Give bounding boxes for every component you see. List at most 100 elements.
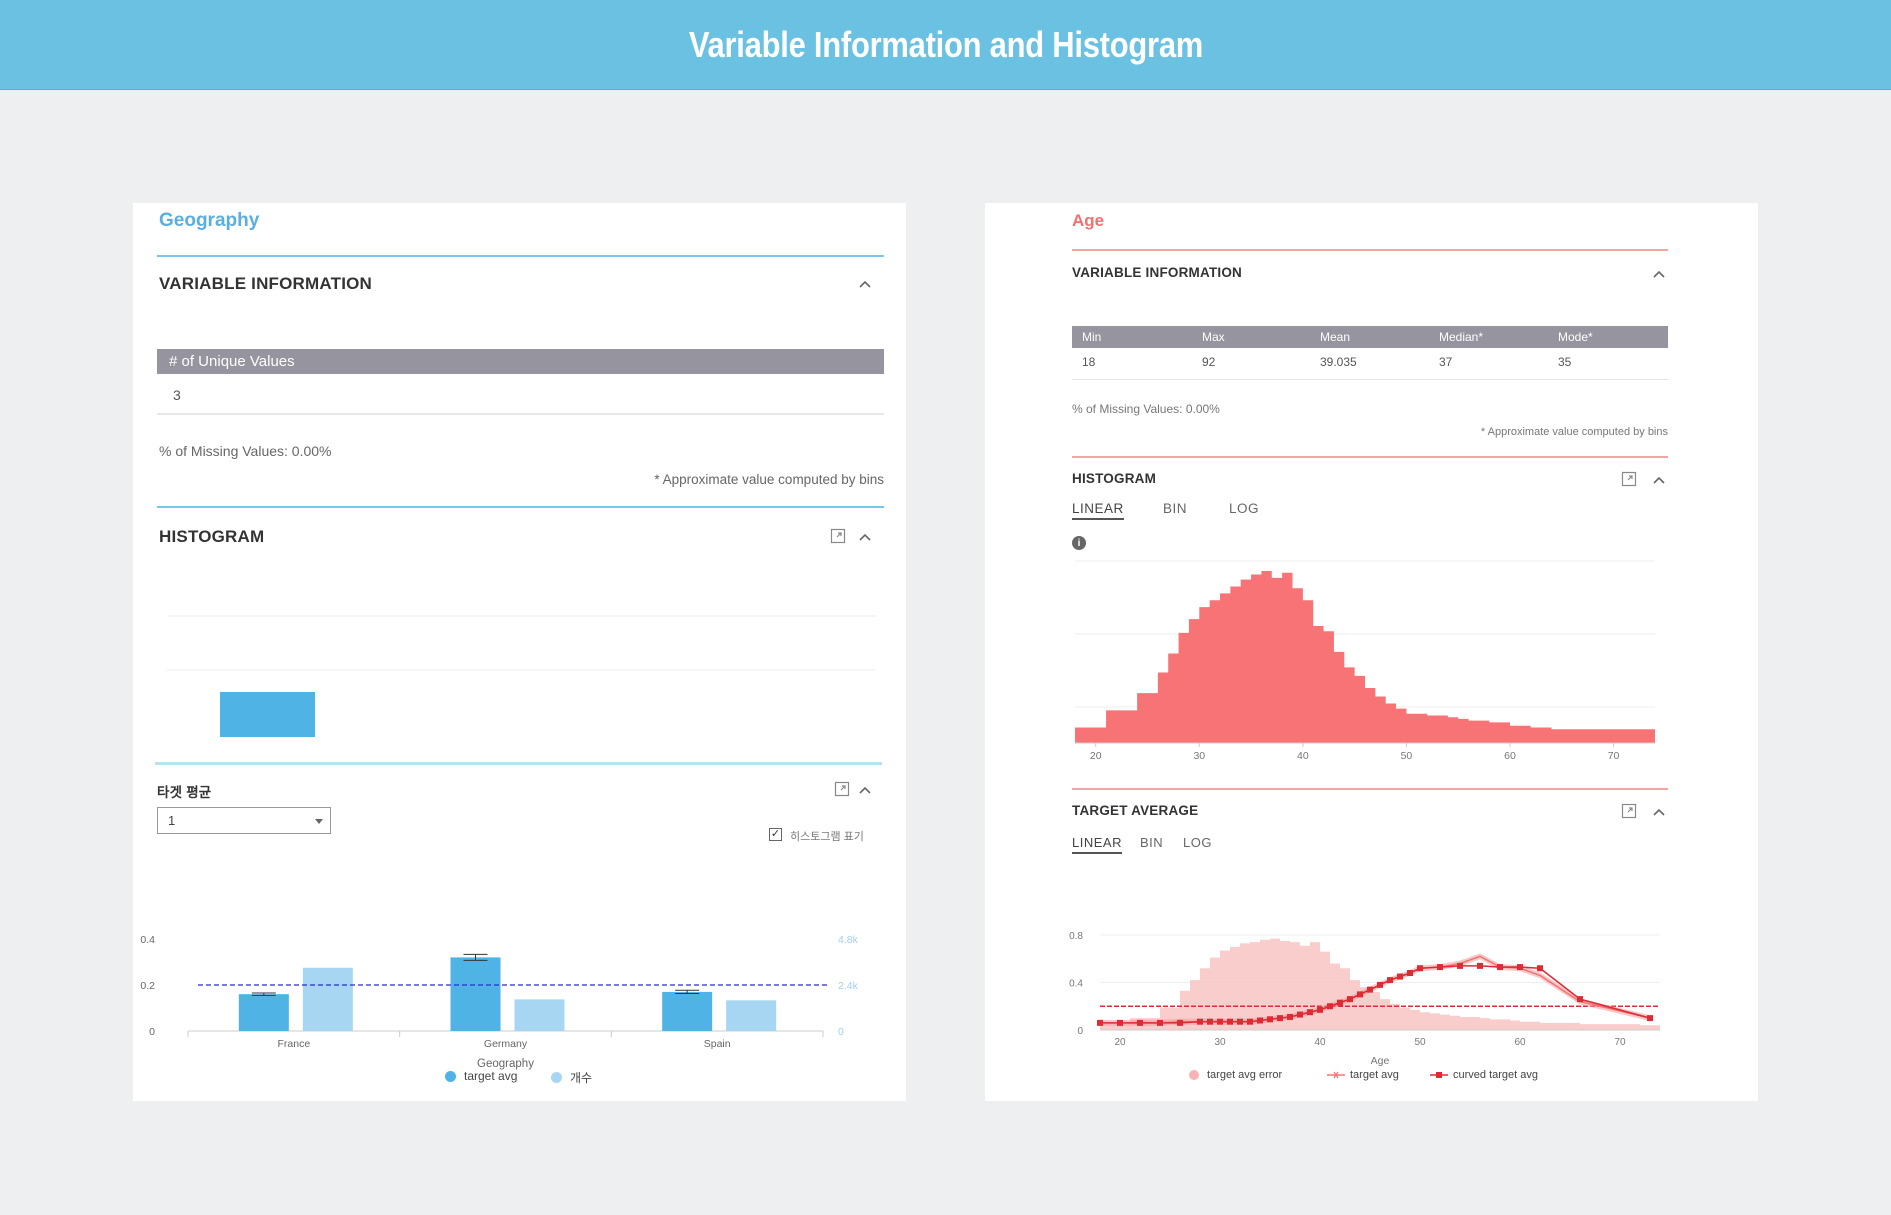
x-tick-label: 40 [1314, 1037, 1326, 1048]
age-panel: Age VARIABLE INFORMATION Min Max Mean Me… [985, 203, 1758, 1101]
collapse-chevron-up-icon[interactable] [1650, 265, 1668, 283]
curved-target-avg-marker [1417, 965, 1423, 972]
x-category-label: France [277, 1038, 310, 1050]
curved-target-avg-marker [1257, 1017, 1263, 1024]
x-tick-label: 20 [1114, 1037, 1126, 1048]
variable-title: Geography [159, 210, 260, 231]
curved-target-avg-marker [1647, 1015, 1653, 1022]
target-average-heading: 타겟 평균 [157, 785, 212, 800]
geography-histogram-chart [167, 615, 876, 737]
expand-icon[interactable] [1621, 803, 1639, 821]
legend-dot-icon [1189, 1070, 1199, 1080]
expand-icon[interactable] [834, 781, 852, 799]
y-left-tick-label: 0.4 [140, 934, 155, 946]
curved-target-avg-marker [1197, 1018, 1203, 1025]
curved-target-avg-marker [1537, 965, 1543, 972]
title-divider [157, 255, 884, 257]
collapse-chevron-up-icon[interactable] [856, 781, 874, 799]
variable-info-heading: VARIABLE INFORMATION [159, 274, 373, 293]
stat-header-max: Max [1202, 330, 1225, 344]
banner: Variable Information and Histogram [0, 0, 1891, 90]
histogram-checkbox-label: 히스토그램 표기 [790, 831, 864, 843]
curved-target-avg-marker [1267, 1016, 1273, 1023]
histogram-tab-log[interactable]: LOG [1229, 501, 1260, 516]
curved-target-avg-marker [1397, 973, 1403, 980]
histogram-tab-linear[interactable]: LINEAR [1072, 501, 1124, 520]
y-right-tick-label: 4.8k [838, 934, 859, 946]
stat-header-mode: Mode* [1558, 330, 1593, 344]
variable-info-heading: VARIABLE INFORMATION [1072, 265, 1242, 280]
collapse-chevron-up-icon[interactable] [1650, 471, 1668, 489]
curved-target-avg-marker [1337, 999, 1343, 1006]
curved-target-avg-marker [1457, 962, 1463, 969]
x-tick-label: 60 [1504, 750, 1516, 762]
collapse-chevron-up-icon[interactable] [1650, 803, 1668, 821]
legend-curved-target-avg: curved target avg [1430, 1069, 1538, 1081]
select-value: 1 [168, 813, 176, 828]
dropdown-arrow-icon [315, 819, 323, 824]
curved-target-avg-marker [1387, 977, 1393, 984]
x-tick-label: 30 [1193, 750, 1205, 762]
expand-icon[interactable] [830, 528, 848, 546]
legend-target-avg: target avg [1327, 1069, 1399, 1081]
histogram-tab-bin[interactable]: BIN [1163, 501, 1188, 516]
geography-panel: Geography VARIABLE INFORMATION # of Uniq… [133, 203, 906, 1101]
y-tick-label: 0 [1077, 1026, 1083, 1037]
legend-label: 개수 [570, 1071, 593, 1085]
x-axis-label: Geography [477, 1058, 534, 1070]
curved-target-avg-marker [1377, 981, 1383, 988]
approx-note: * Approximate value computed by bins [654, 472, 884, 487]
info-icon[interactable]: i [1072, 536, 1086, 550]
curved-target-avg-marker [1177, 1019, 1183, 1026]
histogram-area [1075, 571, 1655, 743]
legend-line-icon [1327, 1071, 1345, 1079]
stat-value-median: 37 [1439, 355, 1453, 369]
curved-target-avg-marker [1477, 962, 1483, 969]
curved-target-avg-marker [1247, 1018, 1253, 1025]
curved-target-avg-marker [1307, 1009, 1313, 1016]
curved-target-avg-marker [1157, 1019, 1163, 1026]
x-tick-label: 20 [1090, 750, 1102, 762]
curved-target-avg-marker [1327, 1003, 1333, 1010]
stats-header-row: Min Max Mean Median* Mode* [1072, 326, 1668, 348]
target-divider [1072, 788, 1668, 790]
legend-dot-icon [551, 1072, 562, 1083]
variable-title: Age [1072, 211, 1105, 230]
target-avg-error-band [1100, 953, 1650, 1026]
target-tab-bin[interactable]: BIN [1140, 835, 1164, 850]
curved-target-avg-marker [1217, 1018, 1223, 1025]
unique-values-header: # of Unique Values [157, 349, 884, 374]
expand-icon[interactable] [1621, 471, 1639, 489]
curved-target-avg-marker [1517, 964, 1523, 971]
x-tick-label: 30 [1214, 1037, 1226, 1048]
target-tab-linear[interactable]: LINEAR [1072, 835, 1122, 854]
target-class-select[interactable]: 1 [157, 807, 331, 834]
stat-value-mean: 39.035 [1320, 355, 1357, 369]
x-axis-label: Age [1371, 1055, 1390, 1067]
target-tab-log[interactable]: LOG [1183, 835, 1212, 850]
approx-note: * Approximate value computed by bins [1480, 426, 1668, 438]
y-right-tick-label: 2.4k [838, 980, 859, 992]
histogram-checkbox[interactable]: ✓ [769, 828, 782, 841]
unique-values-divider [157, 413, 884, 415]
histogram-divider [1072, 456, 1668, 458]
x-tick-label: 70 [1614, 1037, 1626, 1048]
curved-target-avg-marker [1497, 964, 1503, 971]
collapse-chevron-up-icon[interactable] [856, 528, 874, 546]
x-tick-label: 50 [1401, 750, 1413, 762]
unique-values-count: 3 [173, 387, 181, 403]
stats-divider [1072, 379, 1668, 380]
count-bar [302, 967, 353, 1031]
collapse-chevron-up-icon[interactable] [856, 275, 874, 293]
x-tick-label: 50 [1414, 1037, 1426, 1048]
curved-target-avg-marker [1317, 1006, 1323, 1013]
target-avg-bar [450, 957, 501, 1031]
curved-target-avg-marker [1207, 1018, 1213, 1025]
target-avg-bar [238, 994, 289, 1031]
legend-dot-icon [445, 1070, 456, 1082]
legend-label: target avg [1350, 1069, 1399, 1081]
stat-value-max: 92 [1202, 355, 1216, 369]
curved-target-avg-marker [1097, 1019, 1103, 1026]
stat-header-median: Median* [1439, 330, 1484, 344]
